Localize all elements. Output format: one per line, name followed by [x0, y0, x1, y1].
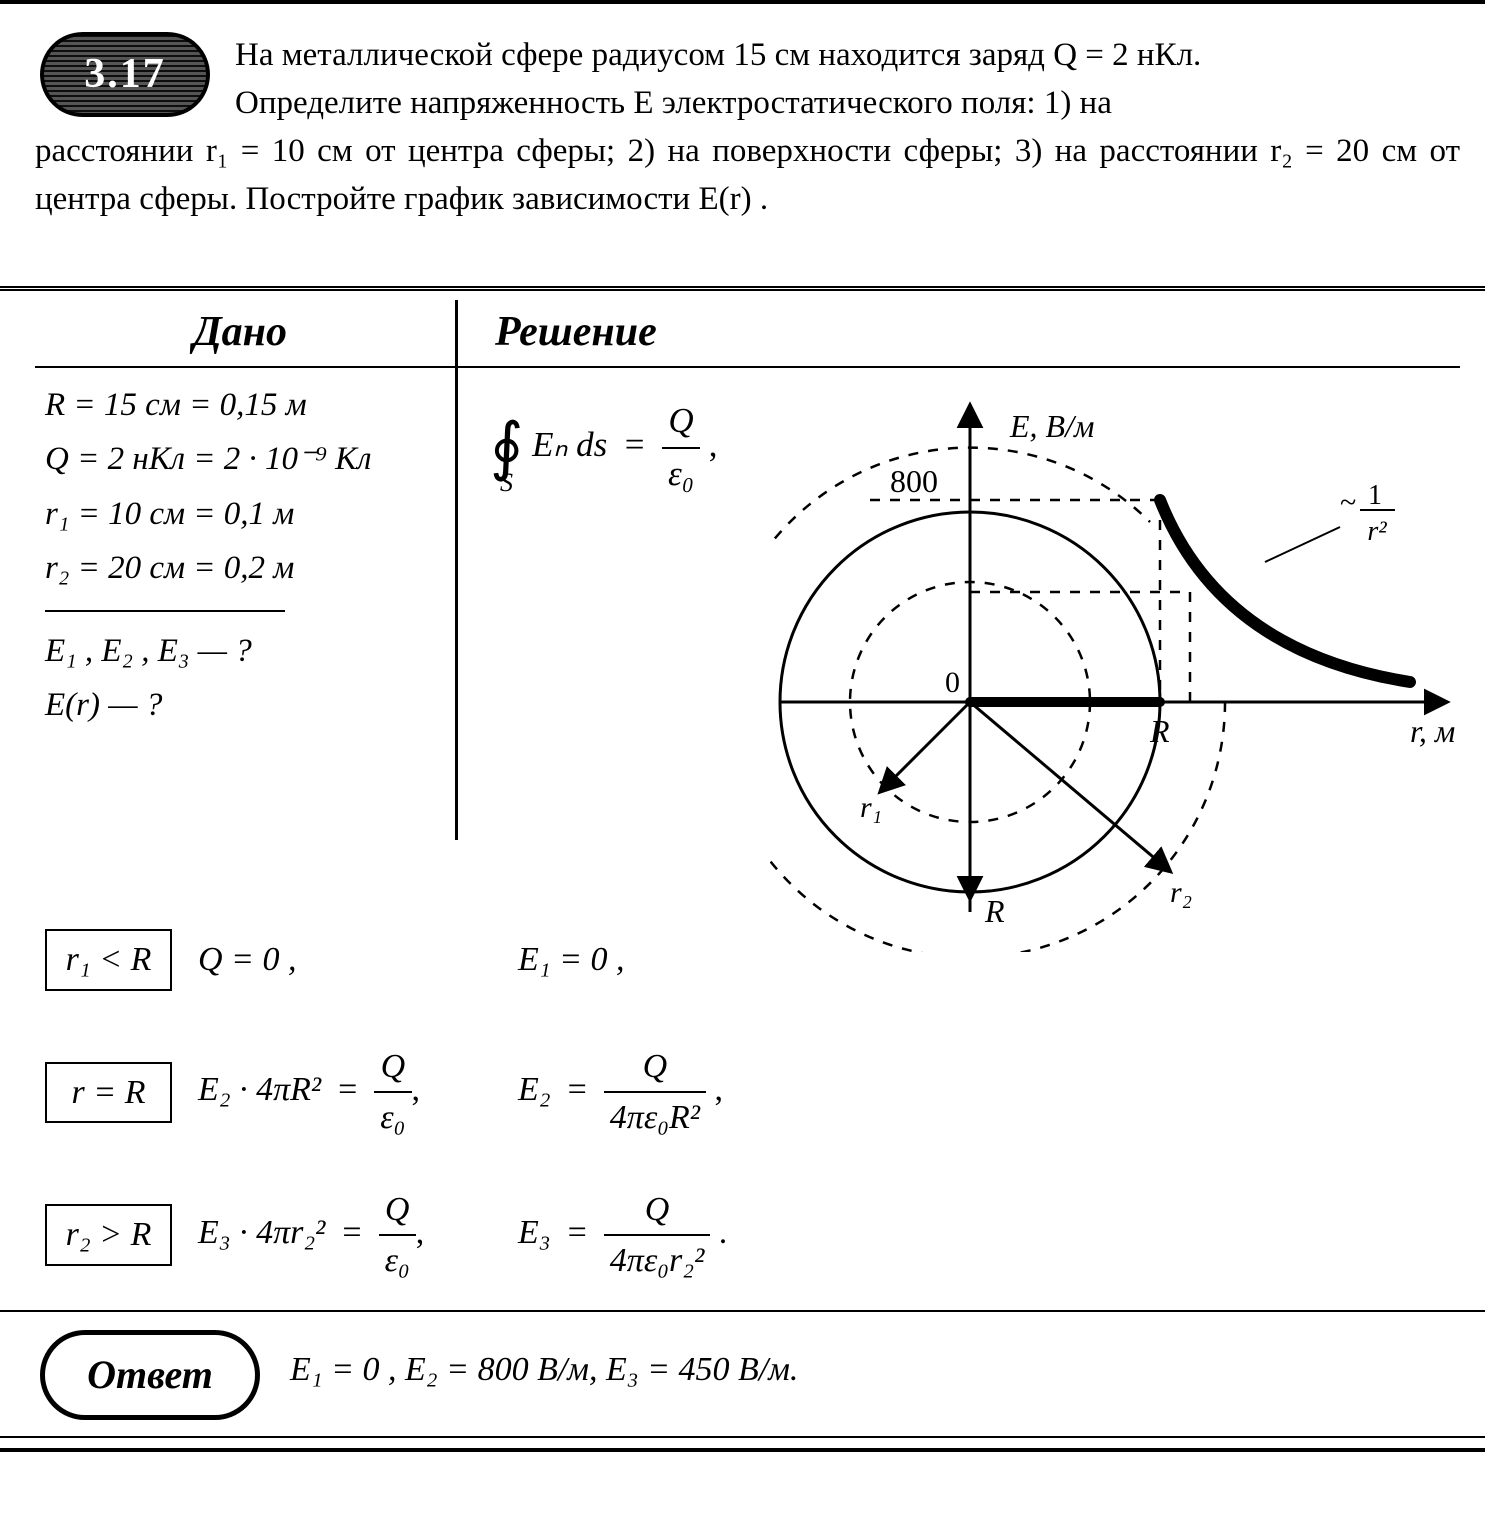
case-3-eq2: E₃ = Q 4πε₀r₂² .: [518, 1185, 727, 1286]
R-axis-label: R: [1149, 713, 1170, 749]
c2e1-den: ε₀: [374, 1093, 411, 1142]
cases-block: r₁ < R Q = 0 , E₁ = 0 , r = R E₂ · 4πR² …: [45, 920, 1460, 1327]
bottom-double-rule: [0, 1436, 1485, 1452]
problem-rest: расстоянии r₁ = 10 см от центра сферы; 2…: [35, 133, 1460, 217]
frac-num: Q: [662, 396, 700, 449]
graph-svg: E, В/м r, м 800 0 R r₁ R r₂ ~ 1 r²: [770, 392, 1460, 952]
r2-vector: [970, 702, 1165, 867]
top-rule: [0, 0, 1485, 32]
problem-statement: На металлической сфере радиусом 15 см на…: [35, 32, 1460, 223]
given-block: R = 15 см = 0,15 м Q = 2 нКл = 2 · 10⁻⁹ …: [45, 378, 440, 733]
svg-text:r²: r²: [1367, 516, 1387, 547]
svg-text:~: ~: [1340, 486, 1356, 519]
problem-line-1: На металлической сфере радиусом 15 см на…: [35, 32, 1460, 80]
origin-label: 0: [945, 666, 960, 699]
case-1-condition: r₁ < R: [45, 929, 172, 990]
oint-sub: S: [500, 474, 513, 492]
c2e2-num: Q: [604, 1042, 706, 1093]
field-graph: E, В/м r, м 800 0 R r₁ R r₂ ~ 1 r²: [770, 392, 1460, 952]
svg-text:1: 1: [1368, 480, 1382, 511]
c3e1-lhs: E₃ · 4πr₂²: [198, 1214, 325, 1251]
vertical-divider: [455, 300, 458, 840]
given-Q: Q = 2 нКл = 2 · 10⁻⁹ Кл: [45, 432, 440, 486]
curve-note-leader: [1265, 527, 1340, 562]
gauss-integrand: Eₙ ds: [532, 425, 607, 464]
given-header: Дано: [35, 302, 445, 363]
physics-problem-page: 3.17 На металлической сфере радиусом 15 …: [0, 0, 1485, 1535]
tick-800: 800: [890, 463, 938, 499]
gauss-tail: ,: [709, 425, 718, 464]
case-1-eq2: E₁ = 0 ,: [518, 935, 625, 984]
r1-label: r₁: [860, 791, 882, 824]
frac-den: ε₀: [662, 449, 700, 500]
solution-header: Решение: [445, 302, 1460, 363]
double-rule-1: [0, 286, 1485, 291]
answer-text: E₁ = 0 , E₂ = 800 В/м, E₃ = 450 В/м.: [290, 1345, 798, 1394]
c2e2-lhs: E₂: [518, 1071, 551, 1108]
c2e2-frac: Q 4πε₀R²: [604, 1042, 706, 1143]
curve-note: ~ 1 r²: [1340, 480, 1395, 547]
case-2-eq2: E₂ = Q 4πε₀R² ,: [518, 1042, 723, 1143]
case-2-row: r = R E₂ · 4πR² = Q ε₀ , E₂ = Q 4πε₀R² ,: [45, 1042, 1460, 1143]
c3e1-num: Q: [379, 1185, 416, 1236]
c3e2-frac: Q 4πε₀r₂²: [604, 1185, 711, 1286]
given-R: R = 15 см = 0,15 м: [45, 378, 440, 432]
problem-line-2: Определите напряженность E электростатич…: [35, 80, 1460, 128]
given-find1: E₁ , E₂ , E₃ — ?: [45, 624, 440, 678]
case-1-row: r₁ < R Q = 0 , E₁ = 0 ,: [45, 920, 1460, 1000]
gauss-rhs-fraction: Q ε₀: [662, 396, 700, 500]
case-2-eq1: E₂ · 4πR² = Q ε₀ ,: [198, 1042, 518, 1143]
c2e1-num: Q: [374, 1042, 411, 1093]
case-2-condition: r = R: [45, 1062, 172, 1123]
c3e2-num: Q: [604, 1185, 711, 1236]
c2e1-lhs: E₂ · 4πR²: [198, 1071, 321, 1108]
case-1-eq1: Q = 0 ,: [198, 935, 518, 984]
header-underline: [35, 366, 1460, 368]
given-r2: r₂ = 20 см = 0,2 м: [45, 541, 440, 595]
c3e1-den: ε₀: [379, 1236, 416, 1285]
columns-header: Дано Решение: [35, 302, 1460, 363]
y-axis-label: E, В/м: [1009, 408, 1094, 444]
r1-vector: [885, 702, 970, 787]
given-r1: r₁ = 10 см = 0,1 м: [45, 487, 440, 541]
gauss-law-formula: ∮ S Eₙ ds = Q ε₀ ,: [490, 396, 718, 500]
integral-icon: ∮ S: [490, 425, 523, 470]
given-separator: [45, 610, 285, 612]
answer-top-rule: [0, 1310, 1485, 1312]
r2-label: r₂: [1170, 876, 1192, 909]
answer-values: E₁ = 0 , E₂ = 800 В/м, E₃ = 450 В/м.: [290, 1351, 798, 1388]
given-find2: E(r) — ?: [45, 678, 440, 732]
c2e1-frac: Q ε₀: [374, 1042, 411, 1143]
case-3-row: r₂ > R E₃ · 4πr₂² = Q ε₀ , E₃ = Q 4πε₀r₂…: [45, 1185, 1460, 1286]
answer-badge: Ответ: [40, 1330, 260, 1420]
case-3-condition: r₂ > R: [45, 1204, 172, 1265]
c3e2-den: 4πε₀r₂²: [604, 1236, 711, 1285]
case-3-eq1: E₃ · 4πr₂² = Q ε₀ ,: [198, 1185, 518, 1286]
c3e1-frac: Q ε₀: [379, 1185, 416, 1286]
c3e2-lhs: E₃: [518, 1214, 551, 1251]
x-axis-label: r, м: [1410, 713, 1455, 749]
c2e2-den: 4πε₀R²: [604, 1093, 706, 1142]
